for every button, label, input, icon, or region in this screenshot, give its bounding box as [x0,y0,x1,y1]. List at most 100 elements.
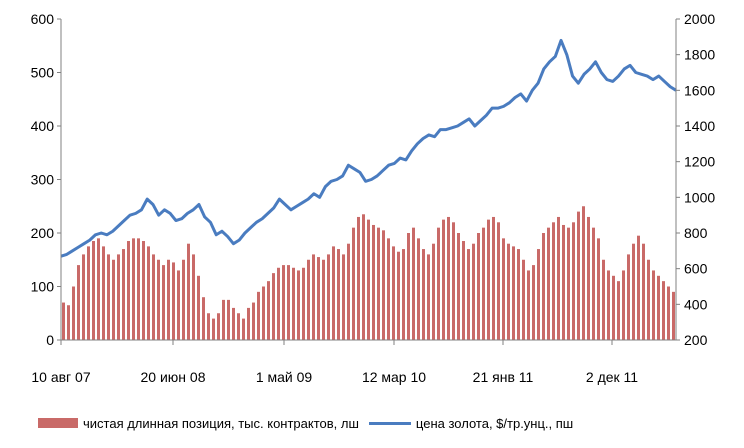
bar [107,254,110,340]
bar [352,227,355,340]
bar [667,286,670,340]
bar [302,267,305,340]
legend-item-line: цена золота, $/тр.унц., пш [368,415,574,431]
right-tick-label: 1200 [684,154,715,170]
left-tick-label: 400 [31,118,55,134]
bar [147,246,150,341]
bar [132,238,135,340]
bar [377,227,380,340]
right-tick-label: 200 [684,332,708,348]
bar [172,262,175,340]
bar [242,318,245,340]
bar [497,222,500,340]
bar [282,265,285,340]
bar [452,222,455,340]
bar [272,273,275,341]
bar [532,265,535,340]
bar [397,251,400,340]
bar [447,216,450,340]
bar [547,227,550,340]
bar [92,241,95,340]
bar [367,219,370,341]
bar [477,233,480,340]
right-tick-label: 400 [684,296,708,312]
bar [402,249,405,340]
bar [207,313,210,340]
bar [342,254,345,340]
bar [662,281,665,340]
bar [657,275,660,340]
bar [112,259,115,340]
bar [87,246,90,341]
bar [512,246,515,341]
bar [217,313,220,340]
left-tick-label: 0 [46,332,54,348]
bar [587,216,590,340]
x-tick-label: 10 авг 07 [31,369,90,385]
bar [62,302,65,340]
bar [427,254,430,340]
right-tick-label: 800 [684,225,708,241]
bar [412,227,415,340]
bar [432,243,435,340]
bar [457,233,460,340]
left-tick-label: 600 [31,11,55,27]
bar [167,259,170,340]
bar [227,299,230,341]
bar [237,313,240,340]
right-tick-label: 1400 [684,118,715,134]
x-tick-label: 2 дек 11 [586,369,638,385]
bar [632,243,635,340]
bar [572,222,575,340]
bar [142,241,145,340]
bar [492,216,495,340]
bar [437,227,440,340]
bar [152,254,155,340]
legend-label-line: цена золота, $/тр.унц., пш [415,415,574,431]
bar [247,307,250,340]
bar [647,259,650,340]
bar [502,238,505,340]
bar [372,224,375,340]
bar [137,238,140,340]
bar [307,259,310,340]
bar [317,257,320,340]
bar [542,233,545,340]
bar [192,254,195,340]
bar [357,216,360,340]
x-tick-label: 20 июн 08 [141,369,206,385]
x-tick-label: 1 май 09 [256,369,313,385]
bar [222,299,225,341]
bar [67,305,70,340]
bar [212,318,215,340]
bar [607,270,610,340]
bar [582,206,585,340]
left-tick-label: 500 [31,65,55,81]
bar [487,219,490,341]
bar [332,246,335,341]
right-tick-label: 1800 [684,47,715,63]
price-line [60,38,677,258]
bar [322,259,325,340]
bar [507,243,510,340]
bar [297,270,300,340]
legend-swatch-line [368,421,411,425]
x-tick-label: 12 мар 10 [362,369,426,385]
bar [597,238,600,340]
bar [347,243,350,340]
left-tick-label: 200 [31,225,55,241]
bar [202,297,205,340]
bar [467,249,470,340]
right-tick-label: 1000 [684,189,715,205]
bar [517,249,520,340]
bar [672,291,675,340]
bar [567,227,570,340]
bar [592,227,595,340]
bar [77,265,80,340]
bar [382,230,385,340]
bar [407,233,410,340]
bar [392,246,395,341]
bar [637,235,640,340]
bar [442,219,445,341]
x-axis-ticks: 10 авг 07 20 июн 08 1 май 09 12 мар 10 21 ян… [31,340,638,385]
